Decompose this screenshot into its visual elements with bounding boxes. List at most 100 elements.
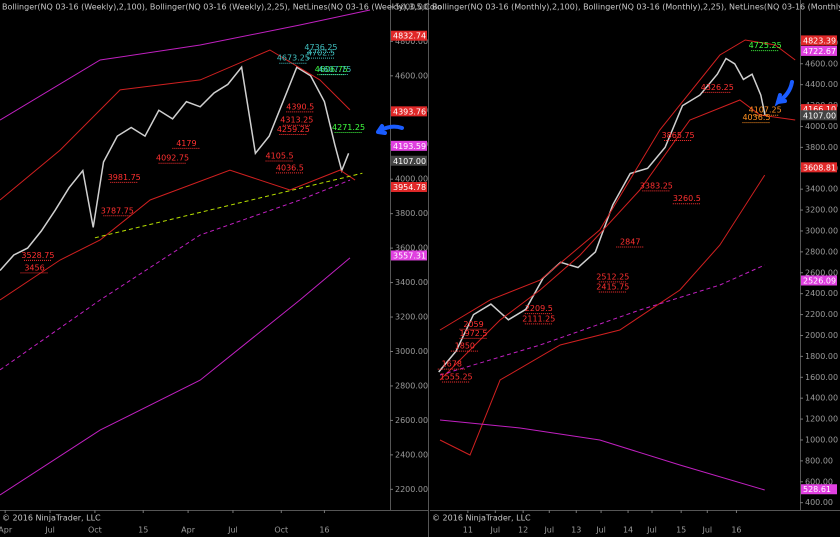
x-tick-label: 14 xyxy=(623,526,633,535)
price-tag-label: 4393.76 xyxy=(393,107,426,116)
y-tick-label: 1000.00 xyxy=(805,435,838,444)
y-tick-label: 2200.00 xyxy=(395,485,428,494)
y-tick-label: 4600.00 xyxy=(805,59,838,68)
price-tag-label: 2526.09 xyxy=(803,276,836,285)
level-label: 4271.25 xyxy=(332,123,365,132)
y-tick-label: 3600.00 xyxy=(395,244,428,253)
y-tick-label: 1800.00 xyxy=(805,352,838,361)
y-tick-label: 1400.00 xyxy=(805,394,838,403)
level-label: 4736.25 xyxy=(304,43,337,52)
x-tick-label: Oct xyxy=(88,526,102,535)
price-tag-label: 4193.59 xyxy=(393,142,426,151)
price-tag xyxy=(391,250,427,261)
level-label: 4259.25 xyxy=(277,125,310,134)
series-line xyxy=(0,179,351,371)
level-label: 2059 xyxy=(463,320,483,329)
price-tag-label: 528.61 xyxy=(803,485,831,494)
x-tick-label: 15 xyxy=(676,526,686,535)
level-label: 4092.75 xyxy=(156,154,189,163)
y-tick-label: 3000.00 xyxy=(395,347,428,356)
arrow xyxy=(774,80,794,107)
y-tick-label: 2000.00 xyxy=(805,331,838,340)
series-line xyxy=(438,57,766,373)
y-tick-label: 2400.00 xyxy=(395,450,428,459)
level-label: 4313.25 xyxy=(280,116,313,125)
level-label: 3456 xyxy=(24,263,44,272)
level-label: 4105.5 xyxy=(266,152,294,161)
y-tick-label: 4800.00 xyxy=(395,37,428,46)
price-tag-label: 3954.78 xyxy=(393,183,426,192)
price-tag-label: 4823.39 xyxy=(803,36,836,45)
x-tick-label: Jul xyxy=(543,526,554,535)
level-label: 4326.25 xyxy=(701,83,734,92)
y-tick-label: 3800.00 xyxy=(395,209,428,218)
level-label: 2111.25 xyxy=(522,314,555,323)
y-tick-label: 3000.00 xyxy=(805,226,838,235)
level-label: 4702.5 xyxy=(307,49,335,58)
level-label: 3865.75 xyxy=(662,131,695,140)
level-label: 1555.25 xyxy=(440,372,473,381)
x-tick-label: Jul xyxy=(227,526,238,535)
price-tag-label: 4832.74 xyxy=(393,32,426,41)
x-tick-label: Jul xyxy=(44,526,55,535)
level-label: 4607.75 xyxy=(318,65,351,74)
series-line xyxy=(0,257,351,496)
price-tag-label: 4722.67 xyxy=(803,47,836,56)
series-line xyxy=(94,172,363,239)
level-label: 2209.5 xyxy=(525,304,553,313)
price-tag xyxy=(391,140,427,151)
x-tick-label: 15 xyxy=(138,526,148,535)
y-tick-label: 3400.00 xyxy=(395,278,428,287)
price-tag-label: 3557.31 xyxy=(393,251,426,260)
price-tag xyxy=(801,162,837,173)
copyright: © 2016 NinjaTrader, LLC xyxy=(432,514,531,523)
y-tick-label: 4400.00 xyxy=(805,80,838,89)
chart-header: Bollinger(NQ 03-16 (Weekly),2,100), Boll… xyxy=(2,3,442,12)
series-line xyxy=(439,99,796,381)
series-line xyxy=(439,264,765,376)
y-tick-label: 600.00 xyxy=(805,477,833,486)
arrow xyxy=(376,124,404,135)
price-tag xyxy=(391,106,427,117)
y-tick-label: 800.00 xyxy=(805,456,833,465)
level-label: 4606.75 xyxy=(315,65,348,74)
level-label: 4673.25 xyxy=(277,54,310,63)
y-tick-label: 3800.00 xyxy=(805,143,838,152)
level-label: 2847 xyxy=(620,237,640,246)
level-label: 4179 xyxy=(176,139,196,148)
copyright: © 2016 NinjaTrader, LLC xyxy=(2,514,101,523)
level-label: 4725.25 xyxy=(749,41,782,50)
y-tick-label: 3200.00 xyxy=(805,206,838,215)
price-tag xyxy=(801,45,837,56)
price-tag xyxy=(801,35,837,46)
series-line xyxy=(0,49,351,201)
y-tick-label: 2200.00 xyxy=(805,310,838,319)
level-label: 4036.5 xyxy=(276,163,304,172)
y-tick-label: 2800.00 xyxy=(805,247,838,256)
x-tick-label: 11 xyxy=(463,526,473,535)
x-tick-label: Jul xyxy=(701,526,712,535)
y-tick-label: 5000.00 xyxy=(395,2,428,11)
y-tick-label: 1600.00 xyxy=(805,373,838,382)
series-line xyxy=(0,169,356,301)
price-tag xyxy=(391,155,427,166)
price-tag xyxy=(801,275,837,286)
x-tick-label: Oct xyxy=(274,526,288,535)
y-tick-label: 4000.00 xyxy=(395,175,428,184)
series-line xyxy=(0,9,371,121)
y-tick-label: 2600.00 xyxy=(395,416,428,425)
series-line xyxy=(439,174,766,456)
x-tick-label: 12 xyxy=(518,526,528,535)
price-tag-label: 4107.00 xyxy=(393,157,426,166)
price-tag xyxy=(391,181,427,192)
price-tag xyxy=(391,30,427,41)
series-line xyxy=(439,39,796,331)
y-tick-label: 4000.00 xyxy=(805,122,838,131)
y-tick-label: 4600.00 xyxy=(395,71,428,80)
price-tag xyxy=(801,104,837,115)
price-tag xyxy=(801,110,837,121)
price-tag xyxy=(801,484,837,495)
x-tick-label: Jul xyxy=(489,526,500,535)
y-tick-label: 2600.00 xyxy=(805,268,838,277)
